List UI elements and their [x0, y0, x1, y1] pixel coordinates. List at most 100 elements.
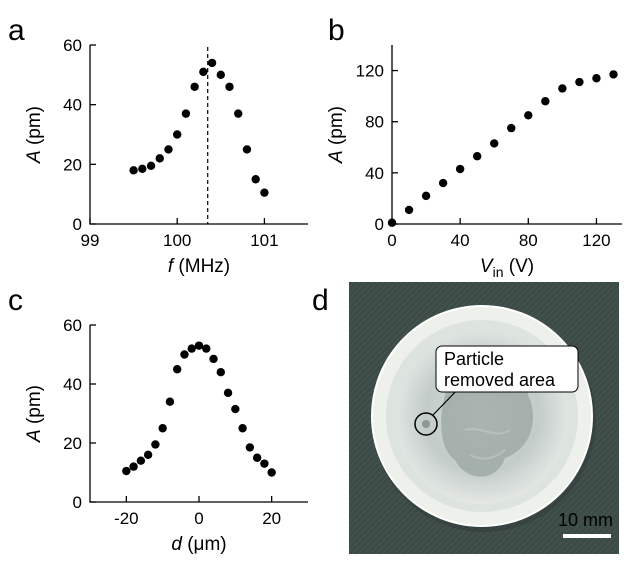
x-tick-label-b: 80: [519, 231, 538, 250]
data-point-c: [202, 344, 211, 353]
data-point-c: [129, 462, 138, 471]
annotation-box: [435, 345, 579, 393]
data-point-c: [143, 450, 153, 459]
data-point-c: [231, 404, 240, 414]
y-tick-label-a: 20: [63, 155, 82, 174]
scale-bar-label: 10 mm: [558, 510, 613, 530]
data-point-b: [387, 218, 397, 227]
scale-bar: [563, 534, 611, 538]
x-tick-label-b: 120: [582, 231, 610, 250]
y-axis-label-a: A (pm): [24, 106, 45, 164]
x-axis-sub-b: in: [493, 264, 504, 280]
data-point-c: [245, 443, 255, 452]
data-point-a: [260, 188, 269, 197]
data-point-c: [223, 388, 233, 398]
data-point-c: [216, 368, 225, 377]
data-point-b: [455, 164, 465, 174]
data-point-a: [164, 145, 173, 154]
photo-panel: Particle removed area 10 mm: [349, 282, 619, 554]
y-axis-label-b: A (pm): [326, 106, 347, 164]
data-point-a: [129, 166, 138, 175]
data-point-a: [138, 164, 147, 174]
y-tick-label-b: 40: [365, 164, 384, 183]
x-tick-label-a: 100: [163, 231, 191, 250]
data-point-a: [199, 67, 208, 77]
data-point-b: [472, 152, 482, 161]
x-axis-var-b: V: [480, 256, 495, 277]
data-point-c: [194, 341, 204, 350]
panel-letter-c: c: [8, 284, 23, 317]
y-tick-label-b: 80: [365, 113, 384, 132]
data-point-a: [216, 70, 225, 80]
chart-panel-b: 0 40 80 120 0 40 80 120 Vin (V) A (pm): [326, 45, 622, 280]
data-point-a: [207, 58, 217, 68]
y-axis-unit-a: (pm): [24, 106, 45, 150]
data-point-a: [251, 175, 260, 184]
data-point-c: [180, 350, 189, 359]
data-point-c: [151, 440, 160, 449]
chart-panel-a: 0 20 40 60 99 100 101 f (MHz) A (pm): [24, 36, 308, 277]
panel-letter-a: a: [8, 14, 25, 47]
data-point-b: [490, 139, 499, 148]
data-point-a: [173, 130, 182, 139]
data-point-c: [238, 424, 247, 433]
x-axis-label-a: f (MHz): [168, 256, 230, 277]
data-point-b: [575, 77, 584, 87]
x-axis-unit-b: (V): [503, 256, 534, 277]
y-tick-label-b: 0: [375, 215, 384, 234]
y-axis-var-a: A: [24, 150, 45, 164]
panel-letter-b: b: [328, 14, 345, 47]
x-axis-label-c: d (μm): [171, 534, 226, 555]
y-tick-label-c: 60: [63, 316, 82, 335]
y-axis-unit-b: (pm): [326, 106, 347, 150]
data-point-a: [181, 109, 191, 118]
data-point-c: [187, 344, 196, 353]
data-point-c: [173, 365, 182, 374]
x-tick-label-c: 20: [262, 509, 281, 528]
data-point-c: [136, 456, 146, 465]
data-point-c: [158, 424, 167, 433]
y-tick-label-a: 40: [63, 96, 82, 115]
data-point-c: [252, 453, 262, 462]
y-tick-label-c: 40: [63, 375, 82, 394]
y-axis-var-c: A: [24, 429, 45, 443]
y-tick-label-c: 0: [73, 493, 82, 512]
x-tick-label-a: 99: [81, 231, 100, 250]
data-point-a: [190, 82, 199, 91]
y-tick-label-a: 60: [63, 36, 82, 55]
y-tick-label-c: 20: [63, 434, 82, 453]
x-tick-label-c: -20: [114, 509, 139, 528]
y-axis-unit-c: (pm): [24, 385, 45, 429]
data-point-b: [524, 111, 533, 120]
x-axis-var-c: d: [171, 534, 183, 555]
axis-lines-c: [89, 325, 308, 503]
data-point-b: [421, 191, 431, 201]
removed-area-marker: [414, 412, 438, 436]
x-tick-label-b: 40: [451, 231, 470, 250]
data-point-b: [558, 84, 567, 93]
data-point-c: [267, 468, 276, 477]
data-point-b: [609, 70, 618, 79]
removed-area-spot: [422, 420, 430, 428]
data-point-a: [155, 154, 164, 163]
data-point-c: [260, 459, 269, 468]
y-axis-var-b: A: [326, 150, 347, 164]
x-axis-unit-c: (μm): [182, 534, 227, 555]
y-tick-label-b: 120: [356, 62, 384, 81]
x-tick-label-c: 0: [194, 509, 203, 528]
data-point-b: [438, 178, 448, 188]
x-axis-var-a: f: [168, 256, 175, 277]
x-axis-unit-a: (MHz): [173, 256, 230, 277]
data-point-c: [122, 466, 131, 476]
y-tick-label-a: 0: [73, 215, 82, 234]
x-tick-label-b: 0: [387, 231, 396, 250]
axis-lines-a: [89, 45, 308, 225]
data-point-a: [146, 161, 156, 171]
annotation-line-1: Particle: [444, 349, 504, 369]
data-point-b: [592, 74, 601, 83]
data-point-b: [507, 123, 516, 133]
data-point-a: [234, 109, 243, 118]
y-axis-label-c: A (pm): [24, 385, 45, 443]
panel-letter-d: d: [312, 284, 329, 317]
